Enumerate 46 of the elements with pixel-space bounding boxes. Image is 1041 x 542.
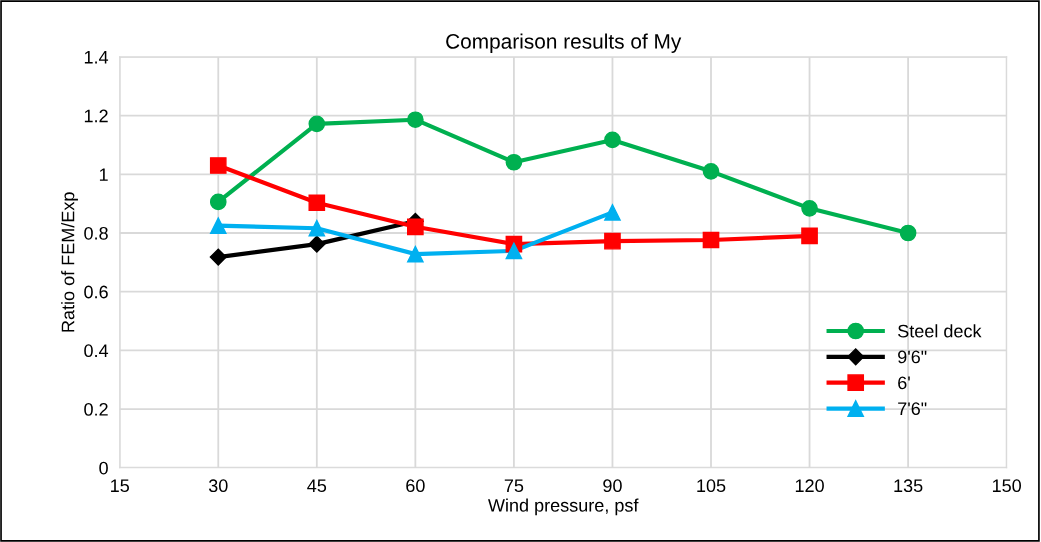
point <box>308 219 326 237</box>
point <box>604 131 621 149</box>
point <box>604 204 621 221</box>
legend-label: Steel deck <box>898 324 982 338</box>
y-tick-label: 1 <box>99 168 108 181</box>
y-axis-title: Ratio of FEM/Exp <box>61 192 78 332</box>
point <box>209 248 227 266</box>
x-tick-label: 150 <box>992 479 1021 493</box>
y-tick-label: 1.2 <box>84 109 108 123</box>
chart-title: Comparison results of My <box>446 33 682 53</box>
point <box>308 115 326 133</box>
point <box>308 235 326 253</box>
x-tick-label: 30 <box>208 479 228 493</box>
point <box>209 193 227 211</box>
y-tick-label: 0 <box>99 461 108 475</box>
point <box>702 163 720 180</box>
legend-label: 6' <box>898 376 910 390</box>
point <box>407 245 424 263</box>
x-tick-label: 105 <box>697 479 726 493</box>
point <box>505 242 523 260</box>
point <box>407 218 424 236</box>
point <box>604 232 621 250</box>
point <box>209 157 227 174</box>
point <box>209 217 227 234</box>
y-tick-label: 0.2 <box>84 402 108 416</box>
y-tick-label: 0.6 <box>84 285 108 299</box>
point <box>505 153 523 171</box>
x-tick-label: 120 <box>795 479 824 493</box>
x-tick-label: 60 <box>406 479 425 493</box>
legend-label: 9'6" <box>898 350 927 364</box>
point <box>407 111 424 129</box>
x-tick-label: 90 <box>603 479 622 493</box>
point <box>308 194 326 212</box>
x-tick-label: 75 <box>504 479 524 493</box>
y-tick-label: 0.4 <box>84 344 109 358</box>
point <box>899 224 917 242</box>
legend-label: 7'6" <box>898 402 927 416</box>
y-tick-label: 0.8 <box>84 226 108 240</box>
y-tick-label: 1.4 <box>84 51 109 64</box>
x-tick-label: 15 <box>111 479 129 493</box>
point <box>702 231 720 249</box>
point <box>801 227 818 245</box>
x-tick-label: 135 <box>894 479 923 493</box>
x-axis-title: Wind pressure, psf <box>488 498 639 516</box>
x-tick-label: 45 <box>307 479 327 493</box>
point <box>801 199 818 217</box>
